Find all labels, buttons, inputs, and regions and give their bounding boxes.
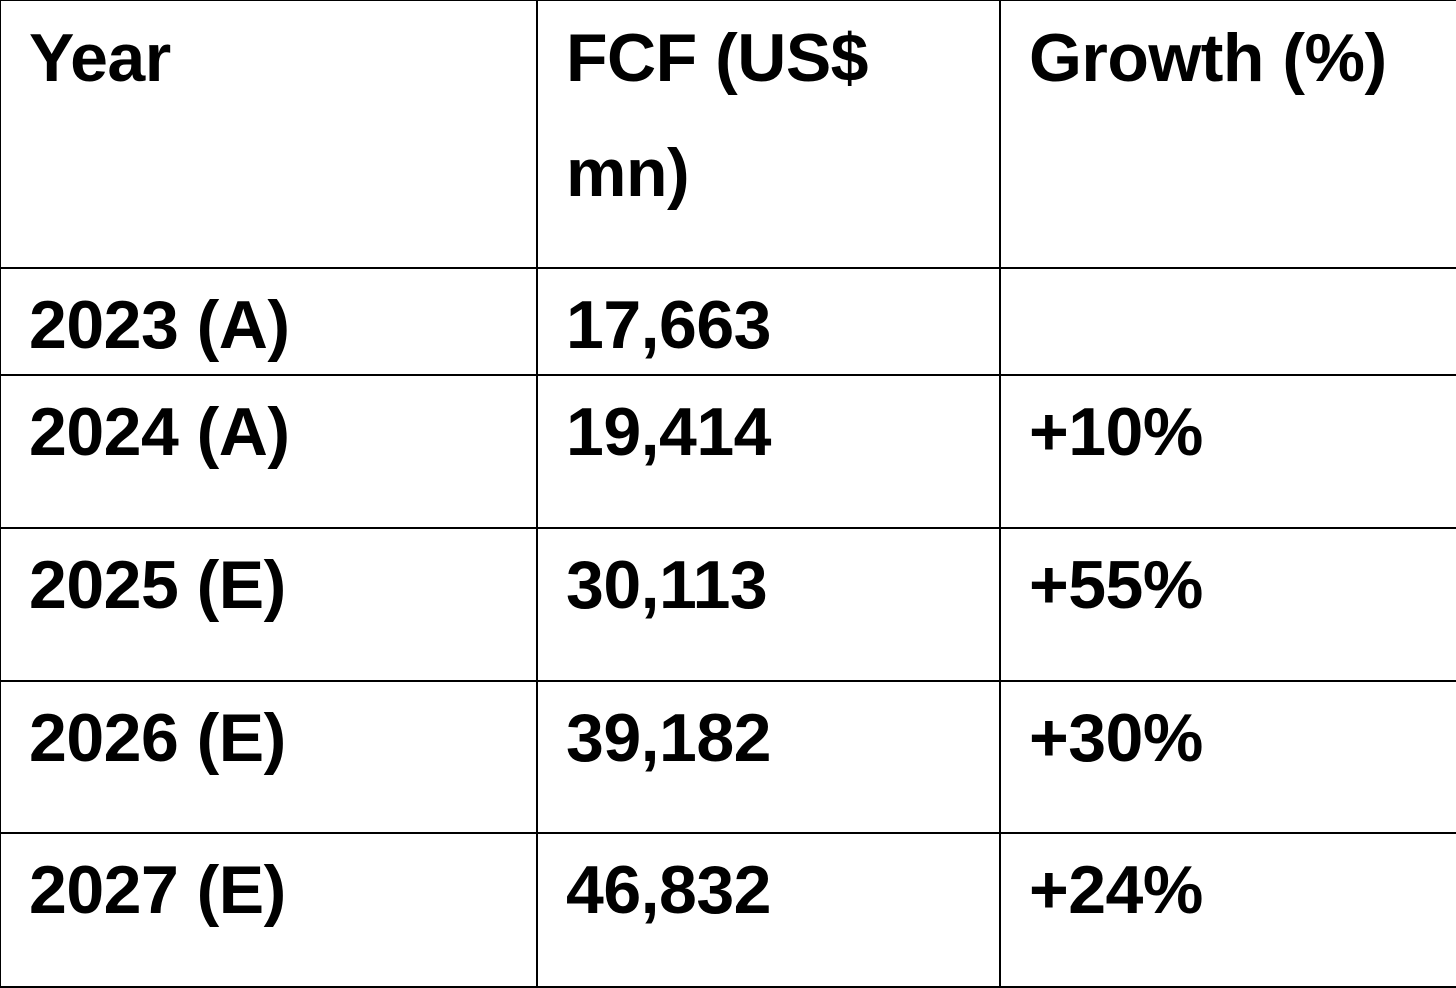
data-row: 2023 (A) 17,663 <box>0 267 1456 376</box>
data-cell: 30,113 <box>536 527 1001 682</box>
data-row: 2024 (A) 19,414 +10% <box>0 374 1456 529</box>
data-cell: 2025 (E) <box>0 527 538 682</box>
data-cell <box>999 267 1456 376</box>
data-cell: 2024 (A) <box>0 374 538 529</box>
data-cell: 17,663 <box>536 267 1001 376</box>
data-cell: +55% <box>999 527 1456 682</box>
data-row: 2025 (E) 30,113 +55% <box>0 527 1456 682</box>
data-cell: +10% <box>999 374 1456 529</box>
data-row: 2026 (E) 39,182 +30% <box>0 680 1456 834</box>
data-cell: 19,414 <box>536 374 1001 529</box>
data-cell: 2027 (E) <box>0 832 538 988</box>
data-cell: +30% <box>999 680 1456 834</box>
data-cell: 39,182 <box>536 680 1001 834</box>
header-cell: FCF (US$ mn) <box>536 0 1001 269</box>
header-cell: Year <box>0 0 538 269</box>
data-cell: 2026 (E) <box>0 680 538 834</box>
data-cell: 2023 (A) <box>0 267 538 376</box>
data-cell: 46,832 <box>536 832 1001 988</box>
header-row: Year FCF (US$ mn) Growth (%) <box>0 0 1456 269</box>
data-cell: +24% <box>999 832 1456 988</box>
header-cell: Growth (%) <box>999 0 1456 269</box>
data-row: 2027 (E) 46,832 +24% <box>0 832 1456 988</box>
